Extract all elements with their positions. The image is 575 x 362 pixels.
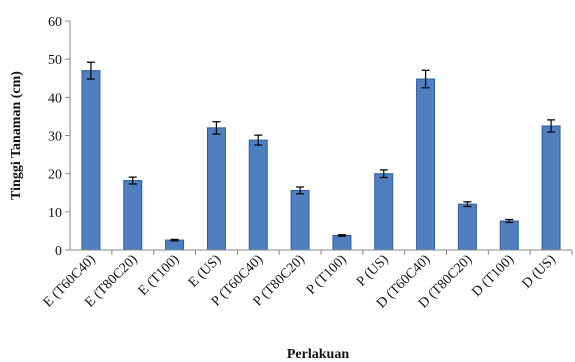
y-axis-title: Tinggi Tanaman (cm) <box>9 71 24 200</box>
error-bar <box>128 176 137 185</box>
error-bar <box>296 186 305 195</box>
y-tick-label: 40 <box>48 91 62 106</box>
y-tick-label: 60 <box>48 15 62 30</box>
bar <box>123 180 143 251</box>
error-bar <box>86 61 95 80</box>
y-tick-label: 20 <box>48 168 62 183</box>
bar <box>499 220 519 251</box>
y-tick-label: 30 <box>48 130 62 145</box>
error-bar <box>505 218 514 224</box>
x-tick-label: E (T100) <box>136 252 183 299</box>
x-tick-label: D (T100) <box>469 252 517 300</box>
bar <box>374 173 394 251</box>
bar <box>332 234 352 251</box>
bar <box>290 189 310 251</box>
x-tick-label: E (US) <box>186 252 225 291</box>
y-tick-label: 10 <box>48 206 62 221</box>
bar <box>165 239 185 251</box>
y-tick-label: 50 <box>48 53 62 68</box>
x-tick-label: P (US) <box>354 252 392 290</box>
bar <box>81 70 101 251</box>
error-bar <box>463 201 472 208</box>
bars <box>81 61 561 251</box>
bar <box>457 203 477 251</box>
error-bar <box>170 238 179 242</box>
y-axis-ticks: 0 10 20 30 40 50 60 <box>48 15 70 259</box>
y-tick-label: 0 <box>55 244 62 259</box>
bar <box>248 139 268 251</box>
bar <box>541 125 561 251</box>
error-bar <box>547 119 556 133</box>
error-bar <box>254 134 263 146</box>
bar <box>416 78 436 251</box>
x-axis-title: Perlakuan <box>287 347 349 362</box>
x-axis-tick-labels: E (T60C40)E (T80C20)E (T100) E (US)P (T60… <box>41 250 573 311</box>
error-bar <box>379 169 388 179</box>
error-bar <box>421 69 430 89</box>
error-bar <box>337 234 346 237</box>
bar <box>206 127 226 251</box>
x-tick-label: P (T100) <box>304 252 350 298</box>
x-tick-label: D (US) <box>519 252 559 292</box>
error-bar <box>212 121 221 135</box>
